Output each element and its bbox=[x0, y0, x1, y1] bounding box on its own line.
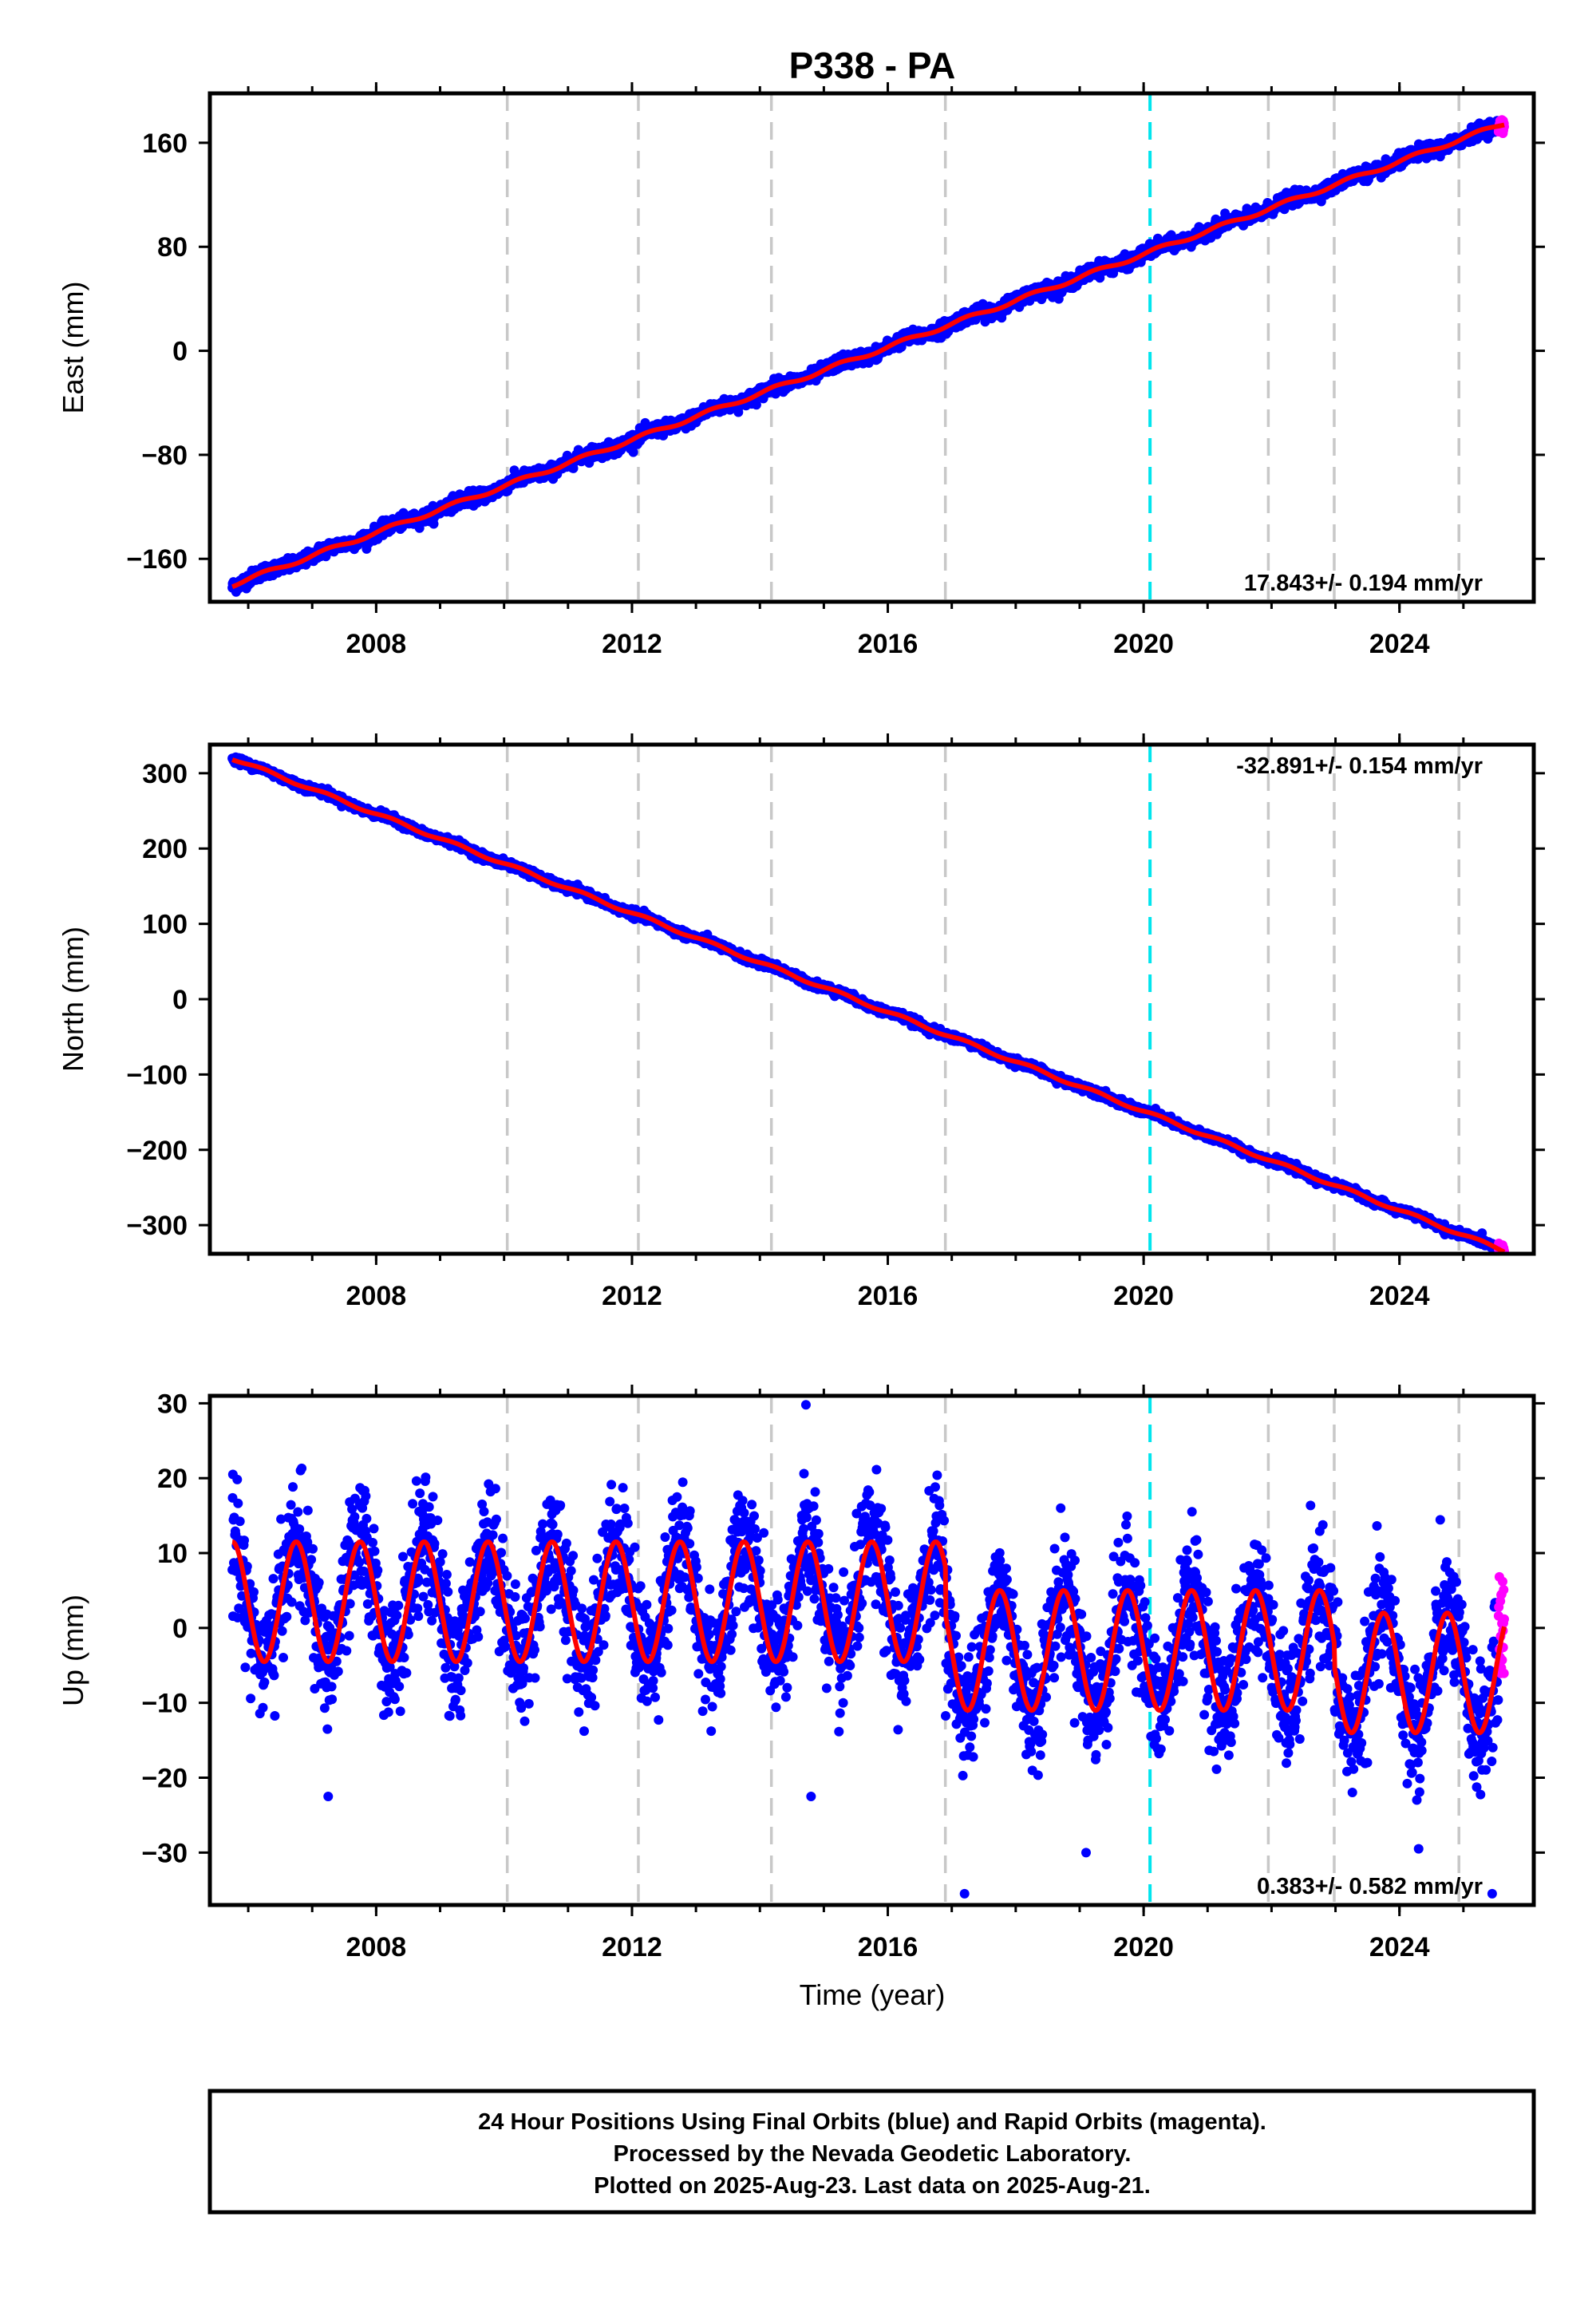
model-fit-line bbox=[231, 122, 1505, 590]
y-axis-label: East (mm) bbox=[57, 282, 89, 414]
x-tick-label: 2020 bbox=[1113, 629, 1174, 659]
x-tick-label: 2016 bbox=[858, 629, 918, 659]
final-orbit-point bbox=[628, 447, 638, 457]
chart-title: P338 - PA bbox=[789, 45, 956, 86]
y-tick-label: 80 bbox=[157, 232, 188, 263]
velocity-label: 17.843+/- 0.194 mm/yr bbox=[1244, 571, 1483, 596]
x-tick-label: 2012 bbox=[602, 629, 662, 659]
east-panel: 2008 2012 2016 2020 2024 −160 −80 0 80 160 East (m… bbox=[57, 82, 1545, 659]
north-panel: 2008 2012 2016 2020 2024−300−200−10001002003… bbox=[57, 733, 1545, 1311]
y-tick-label: −160 bbox=[126, 544, 188, 575]
final-orbit-point bbox=[751, 400, 761, 410]
x-tick-label: 2008 bbox=[346, 629, 407, 659]
y-tick-label: 0 bbox=[172, 337, 188, 367]
y-tick-label: −80 bbox=[141, 441, 188, 471]
y-tick-label: 160 bbox=[142, 128, 188, 159]
x-tick-label: 2024 bbox=[1369, 629, 1430, 659]
